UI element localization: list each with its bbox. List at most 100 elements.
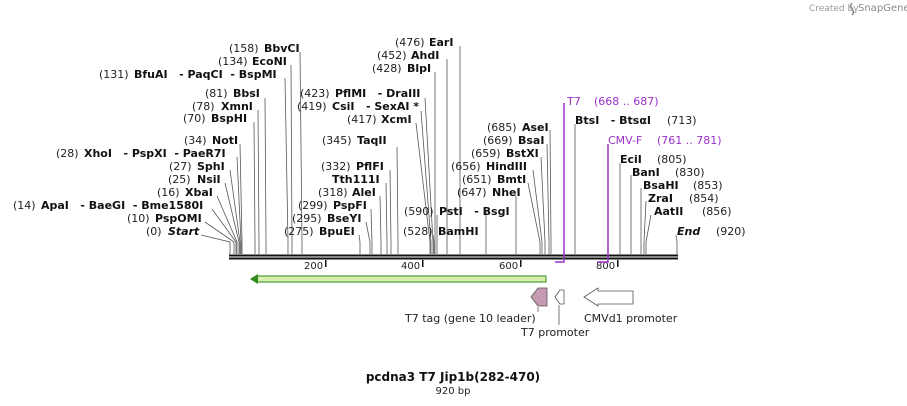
site-num-aatii: (856)	[702, 205, 732, 218]
site-num-pspomi: (10)	[127, 212, 150, 225]
site-name-taqii: TaqII	[357, 134, 387, 147]
site-name-asei: AseI	[522, 121, 549, 134]
site-name-pspfi: PspFI	[333, 199, 367, 212]
site-name-btsi: BtsI - BtsαI	[575, 114, 651, 127]
site-name-bpuei: BpuEI	[319, 225, 355, 238]
site-num-hindiii: (656)	[451, 160, 481, 173]
site-num-apai: (14)	[13, 199, 36, 212]
site-num-psti: (590)	[404, 205, 434, 218]
site-num-pflmi: (423)	[300, 87, 330, 100]
site-num-bbsi: (81)	[205, 87, 228, 100]
site-num-bpuei: (275)	[284, 225, 314, 238]
credit-prefix: Created by	[809, 4, 859, 14]
site-name-econi: EcoNI	[252, 55, 287, 68]
site-name-hindiii: HindIII	[486, 160, 527, 173]
site-name-noti: NotI	[212, 134, 238, 147]
site-num-ahdi: (452)	[377, 49, 407, 62]
site-name-bani: BanI	[632, 166, 660, 179]
site-name-eari: EarI	[429, 36, 453, 49]
site-name-psti: PstI - BsgI	[439, 205, 510, 218]
site-num-bsai: (669)	[483, 134, 513, 147]
site-num-zrai: (854)	[689, 192, 719, 205]
primer-lines	[555, 103, 609, 263]
axis: 200 400 600 800	[304, 260, 619, 272]
site-name-bbvci: BbvCI	[264, 42, 300, 55]
site-name-bsahi: BsaHI	[643, 179, 679, 192]
site-name-aatii: AatII	[654, 205, 683, 218]
cut-site-labels-right: BtsI - BtsαI (713) EciI (805) BanI (830)…	[575, 114, 746, 238]
map-length: 920 bp	[436, 386, 471, 397]
site-num-xmni: (78)	[192, 100, 215, 113]
site-num-pspfi: (299)	[298, 199, 328, 212]
site-name-nsii: NsiI	[197, 173, 221, 186]
site-name-xcmi: XcmI	[381, 113, 412, 126]
backbone-bottom-strand	[229, 257, 678, 260]
primer-t7-name: T7	[566, 95, 581, 108]
site-num-eari: (476)	[395, 36, 425, 49]
site-name-bseyi: BseYI	[327, 212, 361, 225]
site-num-pflfi: (332)	[321, 160, 351, 173]
site-num-bseyi: (295)	[292, 212, 322, 225]
site-num-start: (0)	[146, 225, 162, 238]
site-name-ecii: EciI	[620, 153, 642, 166]
axis-tick-600	[520, 260, 522, 267]
axis-label-600: 600	[499, 261, 518, 272]
site-num-nhei: (647)	[457, 186, 487, 199]
site-name-start: Start	[168, 225, 200, 238]
site-name-nhei: NheI	[492, 186, 521, 199]
site-name-xmni: XmnI	[221, 100, 253, 113]
site-num-asei: (685)	[487, 121, 517, 134]
primer-cmvf-name: CMV-F	[608, 134, 642, 147]
feature-label-t7-promoter: T7 promoter	[520, 326, 590, 339]
site-name-zrai: ZraI	[648, 192, 673, 205]
cut-site-lines	[200, 46, 678, 254]
site-num-bamhi: (528)	[403, 225, 433, 238]
site-num-bfuai: (131)	[99, 68, 129, 81]
site-name-apai: ApaI - BaeGI - Bme1580I	[41, 199, 203, 212]
feature-t7-tag-arrow[interactable]	[530, 287, 548, 307]
site-name-bbsi: BbsI	[233, 87, 260, 100]
site-num-ecii: (805)	[657, 153, 687, 166]
axis-tick-200	[325, 260, 327, 267]
site-name-bamhi: BamHI	[438, 225, 479, 238]
site-num-btsi: (713)	[667, 114, 697, 127]
site-num-bsphi: (70)	[183, 112, 206, 125]
axis-label-400: 400	[401, 261, 420, 272]
site-name-blpi: BlpI	[407, 62, 431, 75]
map-title: pcdna3 T7 Jip1b(282-470)	[366, 370, 540, 384]
site-name-bsai: BsaI	[518, 134, 544, 147]
site-name-pflmi: PflMI - DraIII	[335, 87, 420, 100]
site-name-xbai: XbaI	[185, 186, 213, 199]
site-num-bani: (830)	[675, 166, 705, 179]
primer-labels: T7 (668 .. 687) CMV-F (761 .. 781)	[566, 95, 722, 147]
axis-label-200: 200	[304, 261, 323, 272]
site-num-end: (920)	[716, 225, 746, 238]
orf-arrow[interactable]	[250, 274, 547, 284]
site-name-csii: CsiI - SexAI *	[332, 100, 419, 113]
site-num-bstxi: (659)	[471, 147, 501, 160]
site-num-sphi: (27)	[169, 160, 192, 173]
site-name-bstxi: BstXI	[506, 147, 539, 160]
site-name-tth111i: Tth111I	[332, 173, 380, 186]
site-num-noti: (34)	[184, 134, 207, 147]
site-name-pspomi: PspOMI	[155, 212, 202, 225]
site-name-alei: AleI	[352, 186, 376, 199]
feature-cmvd1-promoter-arrow[interactable]	[583, 287, 634, 307]
site-num-xhoi: (28)	[56, 147, 79, 160]
primer-t7-range: (668 .. 687)	[594, 95, 659, 108]
credit-brand: SnapGene	[858, 3, 907, 14]
site-name-bsphi: BspHI	[211, 112, 247, 125]
cut-site-labels: (0) Start (10) PspOMI (14) ApaI - BaeGI …	[13, 36, 549, 238]
site-name-ahdi: AhdI	[411, 49, 439, 62]
site-num-blpi: (428)	[372, 62, 402, 75]
site-name-sphi: SphI	[197, 160, 225, 173]
feature-t7-promoter-arrow[interactable]	[554, 289, 565, 305]
site-num-bbvci: (158)	[229, 42, 259, 55]
site-num-xcmi: (417)	[347, 113, 377, 126]
feature-label-cmvd1-promoter: CMVd1 promoter	[584, 312, 678, 325]
snapgene-logo-icon	[849, 2, 855, 16]
site-name-bmti: BmtI	[497, 173, 526, 186]
site-num-econi: (134)	[218, 55, 248, 68]
feature-label-t7-tag: T7 tag (gene 10 leader)	[404, 312, 536, 325]
